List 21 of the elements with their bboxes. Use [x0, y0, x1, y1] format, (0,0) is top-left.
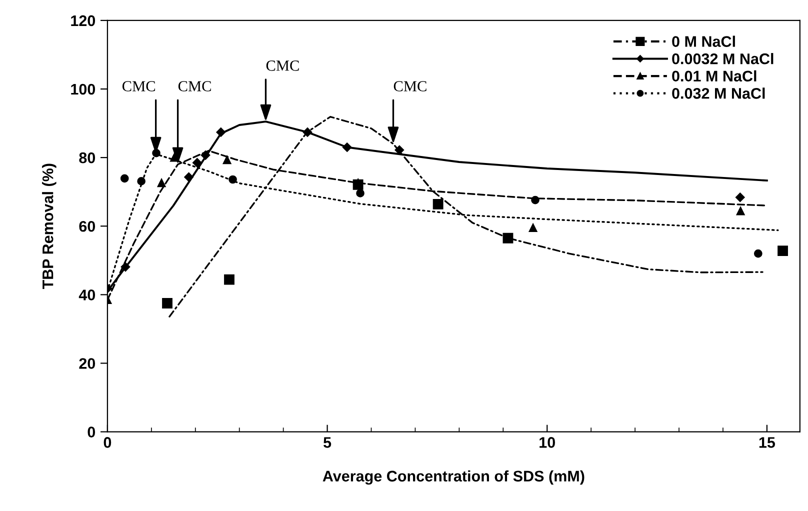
y-axis-title: TBP Removal (%)	[42, 164, 56, 290]
legend-label: 0.01 M NaCl	[672, 70, 756, 82]
legend-label: 0 M NaCl	[672, 36, 735, 47]
x-tick-label: 15	[759, 437, 776, 448]
y-tick-label: 40	[78, 290, 96, 300]
annotation: CMC	[394, 81, 426, 92]
y-tick-label: 20	[79, 358, 96, 369]
y-tick-label: 120	[71, 15, 96, 26]
y-tick-label: 80	[79, 152, 96, 164]
y-tick-label: 60	[79, 220, 96, 232]
x-axis-title: Average Concentration of SDS (mM)	[322, 470, 584, 485]
y-tick-label: 100	[71, 84, 96, 95]
x-tick-label: 5	[324, 437, 332, 448]
legend-label: 0.0032 M NaCl	[672, 53, 774, 64]
x-tick-label: 0	[104, 437, 112, 448]
annotation: CMC	[266, 60, 299, 71]
y-tick-label: 0	[88, 426, 96, 438]
annotation: CMC	[122, 81, 155, 92]
annotation: CMC	[178, 81, 211, 92]
legend-label: 0.032 M NaCl	[672, 88, 765, 99]
x-tick-label: 10	[540, 437, 555, 448]
